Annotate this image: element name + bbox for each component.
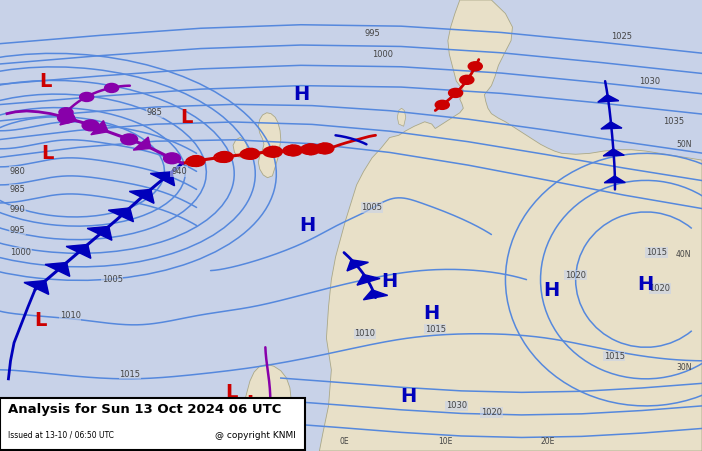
Polygon shape bbox=[604, 176, 625, 183]
Circle shape bbox=[243, 148, 260, 159]
Polygon shape bbox=[357, 274, 380, 285]
Text: @ copyright KNMI: @ copyright KNMI bbox=[216, 431, 296, 440]
Circle shape bbox=[216, 152, 233, 162]
Polygon shape bbox=[87, 226, 112, 240]
Circle shape bbox=[80, 92, 94, 101]
Text: L: L bbox=[39, 72, 52, 91]
Circle shape bbox=[285, 145, 302, 156]
Polygon shape bbox=[133, 137, 151, 150]
Circle shape bbox=[82, 120, 99, 131]
Polygon shape bbox=[258, 113, 281, 178]
Circle shape bbox=[188, 156, 205, 166]
Text: 985: 985 bbox=[10, 185, 25, 194]
Text: 1015: 1015 bbox=[604, 352, 625, 361]
Text: H: H bbox=[637, 275, 654, 294]
Text: 1010: 1010 bbox=[60, 311, 81, 320]
Text: 50N: 50N bbox=[676, 140, 691, 149]
Text: H: H bbox=[293, 85, 310, 104]
Polygon shape bbox=[239, 364, 291, 451]
Text: 1005: 1005 bbox=[102, 275, 123, 284]
Text: L: L bbox=[225, 383, 238, 402]
Text: Issued at 13-10 / 06:50 UTC: Issued at 13-10 / 06:50 UTC bbox=[8, 431, 114, 440]
Polygon shape bbox=[150, 172, 175, 186]
Text: H: H bbox=[423, 304, 440, 323]
Circle shape bbox=[164, 153, 180, 164]
Polygon shape bbox=[91, 120, 108, 135]
Text: 995: 995 bbox=[10, 226, 25, 235]
Circle shape bbox=[58, 112, 74, 123]
Circle shape bbox=[449, 88, 463, 97]
Polygon shape bbox=[129, 189, 154, 203]
Text: 1010: 1010 bbox=[355, 329, 376, 338]
Text: H: H bbox=[299, 216, 316, 235]
Text: 1000: 1000 bbox=[11, 248, 32, 257]
Text: 1015: 1015 bbox=[425, 325, 446, 334]
Text: 1035: 1035 bbox=[663, 117, 684, 126]
Polygon shape bbox=[319, 0, 702, 451]
Polygon shape bbox=[24, 281, 48, 295]
Text: L: L bbox=[180, 108, 192, 127]
Polygon shape bbox=[108, 208, 133, 222]
Text: 10E: 10E bbox=[439, 437, 453, 446]
Circle shape bbox=[303, 144, 319, 155]
Polygon shape bbox=[364, 290, 388, 300]
Text: 1025: 1025 bbox=[611, 32, 632, 41]
Text: 1030: 1030 bbox=[446, 401, 467, 410]
Circle shape bbox=[105, 83, 119, 92]
Text: L: L bbox=[41, 144, 54, 163]
Text: 1005: 1005 bbox=[362, 203, 383, 212]
Circle shape bbox=[265, 147, 282, 157]
Text: 40N: 40N bbox=[676, 250, 691, 259]
Text: 30N: 30N bbox=[676, 363, 691, 372]
Polygon shape bbox=[603, 149, 624, 156]
Circle shape bbox=[435, 100, 449, 109]
Text: 1020: 1020 bbox=[565, 271, 586, 280]
Polygon shape bbox=[60, 110, 77, 125]
Circle shape bbox=[59, 108, 73, 117]
Text: 1020: 1020 bbox=[649, 284, 670, 293]
Text: 940: 940 bbox=[171, 167, 187, 176]
Text: H: H bbox=[400, 387, 417, 406]
Polygon shape bbox=[45, 262, 69, 276]
Polygon shape bbox=[601, 122, 622, 129]
Text: 985: 985 bbox=[147, 108, 162, 117]
Text: 1015: 1015 bbox=[119, 370, 140, 379]
Circle shape bbox=[121, 134, 138, 145]
Circle shape bbox=[468, 62, 482, 71]
Text: 1020: 1020 bbox=[481, 408, 502, 417]
Text: 980: 980 bbox=[10, 167, 25, 176]
FancyBboxPatch shape bbox=[0, 398, 305, 450]
Text: 0E: 0E bbox=[339, 437, 349, 446]
Polygon shape bbox=[397, 108, 406, 126]
Text: L: L bbox=[34, 311, 47, 330]
Text: L: L bbox=[246, 394, 259, 413]
Polygon shape bbox=[66, 244, 91, 258]
Text: H: H bbox=[543, 281, 559, 300]
Text: 995: 995 bbox=[364, 29, 380, 38]
Polygon shape bbox=[598, 95, 618, 102]
Text: 20E: 20E bbox=[541, 437, 555, 446]
Text: H: H bbox=[381, 272, 398, 291]
Text: 1030: 1030 bbox=[639, 77, 660, 86]
Circle shape bbox=[460, 75, 474, 84]
Text: 1015: 1015 bbox=[646, 248, 667, 257]
Polygon shape bbox=[347, 260, 369, 271]
Polygon shape bbox=[233, 138, 247, 158]
Text: 990: 990 bbox=[10, 205, 25, 214]
Text: 1000: 1000 bbox=[372, 50, 393, 59]
Circle shape bbox=[317, 143, 334, 154]
Text: Analysis for Sun 13 Oct 2024 06 UTC: Analysis for Sun 13 Oct 2024 06 UTC bbox=[8, 403, 282, 416]
